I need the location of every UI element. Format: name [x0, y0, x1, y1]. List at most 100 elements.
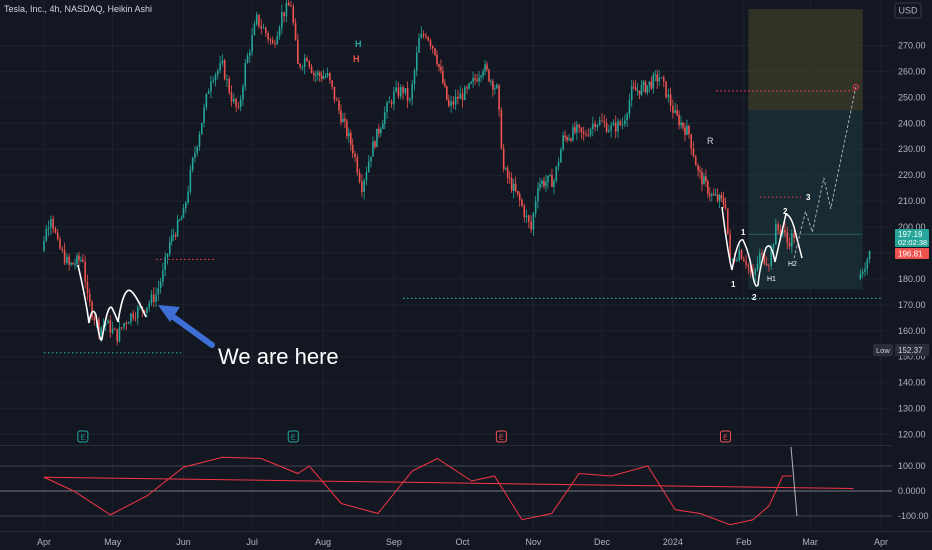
candle — [640, 84, 643, 95]
earnings-marker[interactable]: E — [77, 430, 89, 443]
candle — [207, 91, 210, 94]
y-tick-label: 150.00 — [898, 352, 926, 362]
candle — [560, 149, 562, 163]
candle — [198, 134, 201, 147]
candle — [574, 127, 576, 133]
candle — [134, 317, 137, 319]
candle — [587, 135, 590, 137]
candle — [684, 127, 686, 135]
y-tick-label: 180.00 — [898, 274, 926, 284]
candle — [452, 101, 455, 105]
candle — [189, 169, 192, 192]
candle — [383, 112, 386, 124]
earnings-marker[interactable]: E — [495, 430, 507, 443]
candle — [754, 269, 757, 275]
y-tick-label: 250.00 — [898, 92, 926, 102]
candle — [468, 83, 470, 89]
candle — [498, 84, 500, 111]
candle — [50, 218, 52, 228]
candle — [155, 294, 157, 302]
candle — [349, 132, 352, 145]
candle — [370, 156, 372, 162]
y-tick-label: 210.00 — [898, 196, 926, 206]
candle — [164, 256, 167, 270]
candle — [267, 33, 269, 40]
candle — [61, 248, 64, 250]
candle — [176, 219, 179, 237]
target-zone — [748, 110, 863, 290]
earnings-marker[interactable]: E — [719, 430, 731, 443]
candle — [765, 263, 768, 266]
candle — [182, 208, 185, 218]
candle — [265, 27, 267, 34]
candle — [54, 228, 57, 233]
candle — [718, 195, 721, 201]
candle — [614, 122, 617, 132]
candle — [736, 259, 738, 262]
candle — [688, 125, 690, 135]
earnings-marker[interactable]: E — [287, 430, 299, 443]
candle — [446, 86, 448, 100]
wave-label-2-lower: 2 — [752, 293, 757, 302]
time-axis[interactable]: Apr May Jun Jul Aug Sep Oct Nov Dec 2024 Feb Mar Apr — [0, 531, 932, 548]
candle — [603, 121, 606, 123]
candle — [43, 240, 45, 251]
candle — [283, 12, 285, 17]
r-label: R — [707, 136, 714, 146]
candle — [395, 87, 397, 92]
candle — [541, 180, 543, 184]
candle — [532, 213, 535, 230]
candle — [644, 81, 647, 93]
candle — [290, 5, 292, 7]
candle — [777, 224, 779, 230]
candle — [549, 174, 551, 176]
candle — [553, 180, 555, 187]
candle — [397, 87, 400, 97]
candle — [682, 122, 684, 128]
candle — [346, 120, 348, 137]
candle — [596, 124, 599, 128]
wave-label-1-upper: 1 — [741, 228, 746, 237]
candle — [45, 228, 48, 241]
candle — [472, 77, 474, 82]
candle — [281, 12, 283, 28]
candle — [70, 262, 72, 265]
candle — [564, 135, 566, 138]
y-tick-label: 120.00 — [898, 430, 926, 440]
candle — [333, 86, 336, 100]
candle — [253, 24, 256, 35]
candle — [139, 306, 141, 308]
candle — [768, 265, 770, 267]
candle — [276, 36, 279, 45]
candle — [551, 174, 553, 187]
candle — [566, 137, 568, 141]
candle — [116, 329, 118, 342]
candle — [638, 90, 641, 95]
candle — [562, 135, 564, 150]
currency-button[interactable]: USD — [894, 2, 922, 19]
oscillator-line — [43, 456, 854, 526]
candle — [72, 262, 74, 265]
candle — [242, 86, 244, 100]
candle — [788, 242, 791, 247]
y-tick-label: 240.00 — [898, 118, 926, 128]
candle — [740, 250, 743, 259]
candle — [722, 198, 725, 205]
h1-label: H1 — [767, 276, 776, 283]
candle — [172, 235, 175, 237]
candle — [365, 172, 368, 181]
candle — [354, 153, 356, 158]
candle — [482, 71, 484, 76]
position-zones — [748, 9, 863, 290]
candle — [518, 193, 521, 201]
candle — [91, 302, 93, 318]
candle — [537, 188, 539, 202]
candle — [690, 134, 692, 149]
candle — [502, 148, 505, 169]
candle — [159, 281, 162, 289]
y-tick-label: 230.00 — [898, 144, 926, 154]
candle — [422, 33, 425, 36]
symbol-title[interactable]: Tesla, Inc., 4h, NASDAQ, Heikin Ashi — [4, 4, 152, 14]
candle — [510, 178, 513, 191]
